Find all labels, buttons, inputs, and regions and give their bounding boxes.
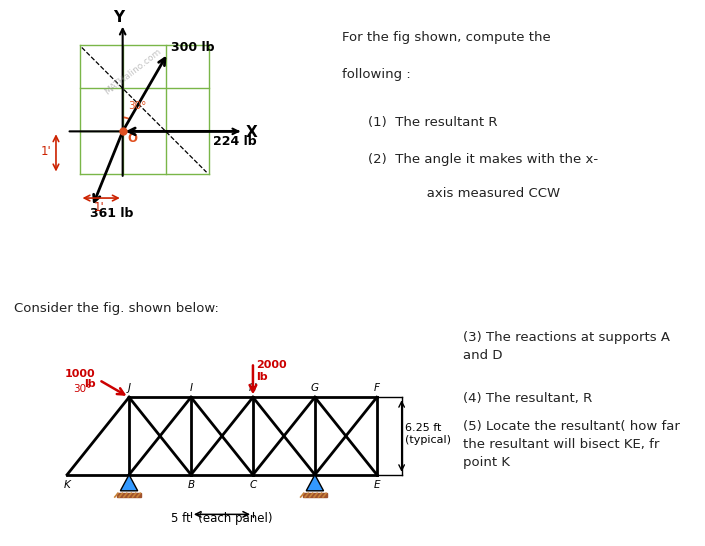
Text: G: G [311,383,319,393]
Text: (4) The resultant, R: (4) The resultant, R [463,392,592,405]
Text: (3) The reactions at supports A
and D: (3) The reactions at supports A and D [463,331,670,362]
Text: (typical): (typical) [405,435,451,446]
Text: Consider the fig. shown below:: Consider the fig. shown below: [14,302,219,315]
Polygon shape [306,474,324,491]
Text: lb: lb [256,372,268,383]
Text: following :: following : [343,68,411,81]
Text: For the fig shown, compute the: For the fig shown, compute the [343,31,551,44]
Text: C: C [250,480,257,490]
Text: I: I [190,383,192,393]
Polygon shape [121,474,137,491]
Polygon shape [116,493,142,497]
Text: 6.25 ft: 6.25 ft [405,423,442,433]
Text: Y: Y [114,10,124,25]
Text: 300 lb: 300 lb [171,41,215,54]
Text: O: O [127,132,137,145]
Text: (2)  The angle it makes with the x-: (2) The angle it makes with the x- [368,153,598,166]
Text: B: B [188,480,195,490]
Text: 5 ft  (each panel): 5 ft (each panel) [171,512,273,525]
Text: 30°: 30° [73,384,92,394]
Text: axis measured CCW: axis measured CCW [398,187,560,200]
Text: 361 lb: 361 lb [90,206,133,219]
Text: (5) Locate the resultant( how far
the resultant will bisect KE, fr
point K: (5) Locate the resultant( how far the re… [463,420,680,470]
Text: (1)  The resultant R: (1) The resultant R [368,116,498,129]
Text: 1000: 1000 [65,369,95,379]
Text: D: D [311,480,319,490]
Text: 1': 1' [93,201,104,214]
Text: 1': 1' [41,145,51,158]
Text: 30°: 30° [128,101,146,111]
Text: J: J [128,383,130,393]
Text: 224 lb: 224 lb [213,135,257,148]
Text: F: F [374,383,380,393]
Text: lb: lb [84,378,95,389]
Text: X: X [245,124,257,140]
Text: 2000: 2000 [256,360,287,370]
Text: E: E [374,480,380,490]
Polygon shape [302,493,327,497]
Text: H: H [249,383,257,393]
Text: MATHalino.com: MATHalino.com [104,47,164,97]
Text: K: K [63,480,70,490]
Text: A: A [125,480,133,490]
